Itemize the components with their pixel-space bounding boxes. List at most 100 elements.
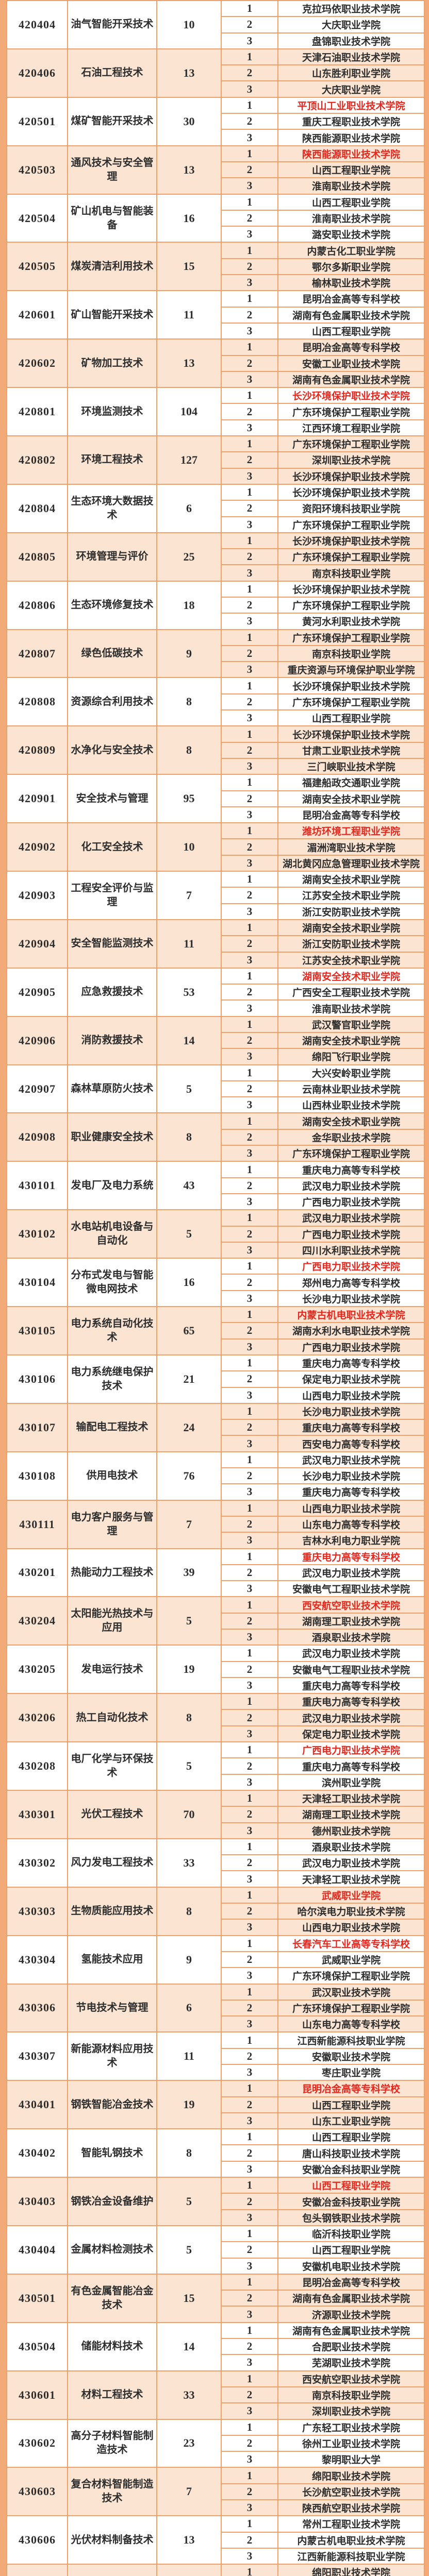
rank-cell: 2 — [221, 1757, 278, 1775]
major-code-cell: 430602 — [6, 2418, 68, 2468]
school-name-cell: 山西工程职业学院 — [277, 2096, 425, 2113]
school-count-cell: 6 — [156, 1983, 222, 2033]
school-row: 3 保定电力职业技术学院 — [7, 1725, 425, 1743]
rank-cell: 1 — [221, 532, 278, 550]
school-count-cell: 39 — [156, 1548, 222, 1598]
school-name-cell: 武汉电力职业技术学院 — [277, 1451, 425, 1469]
school-name-cell: 三门峡职业技术学院 — [277, 757, 425, 775]
major-code-cell: 430102 — [6, 1209, 68, 1259]
school-row: 2 唐山科技职业技术学院 — [7, 2144, 425, 2162]
school-name-cell: 重庆电力高等专科学校 — [277, 1483, 425, 1501]
major-code-cell: 430303 — [6, 1886, 68, 1936]
major-name-cell: 电力系统自动化技术 — [67, 1306, 157, 1355]
school-name-cell: 长沙环境保护职业技术学院 — [277, 387, 425, 404]
rank-cell: 1 — [221, 871, 278, 888]
school-name-cell: 昆明冶金高等专科学校 — [277, 290, 425, 308]
major-name-cell: 热能动力工程技术 — [67, 1548, 157, 1598]
school-row: 3 枣庄职业学院 — [7, 2063, 425, 2081]
school-name-cell: 大兴安岭职业学院 — [277, 1064, 425, 1081]
rank-cell: 2 — [221, 64, 278, 82]
school-row: 3 山西电力职业技术学院 — [7, 1386, 425, 1404]
major-name-cell: 光伏工程技术 — [67, 1789, 157, 1839]
school-row: 2 广西电力职业技术学院 — [7, 1225, 425, 1243]
school-name-cell: 昆明冶金高等专科学校 — [277, 2080, 425, 2097]
rank-cell: 1 — [221, 774, 278, 791]
school-name-cell: 山西电力职业技术学院 — [277, 1386, 425, 1404]
school-row: 430306 节电技术与管理 6 1 武汉职业技术学院 — [6, 1983, 425, 2033]
major-code-cell: 430606 — [6, 2515, 68, 2565]
major-code-cell: 430104 — [6, 1258, 68, 1308]
school-name-cell: 武汉电力职业技术学院 — [277, 1177, 425, 1194]
major-name-cell: 钢铁冶金设备维护 — [67, 2177, 157, 2226]
rank-cell: 3 — [221, 1193, 278, 1211]
school-name-cell: 山西工程职业学院 — [277, 2177, 425, 2194]
rank-cell: 1 — [221, 725, 278, 743]
rank-cell: 1 — [221, 2031, 278, 2049]
school-name-cell: 山西电力职业技术学院 — [277, 1499, 425, 1517]
rank-cell: 1 — [221, 2225, 278, 2243]
school-name-cell: 枣庄职业学院 — [277, 2063, 425, 2081]
school-name-cell: 广东环境保护工程职业学院 — [277, 1999, 425, 2017]
major-code-cell: 430401 — [6, 2080, 68, 2130]
major-code-cell: 420404 — [6, 0, 68, 49]
school-name-cell: 湄洲湾职业技术学院 — [277, 838, 425, 856]
school-row: 3 黄河水利职业技术学院 — [7, 613, 425, 630]
school-name-cell: 广西电力职业技术学院 — [277, 1193, 425, 1211]
school-row: 2 广东环境保护工程职业学院 — [7, 548, 425, 566]
school-name-cell: 长沙电力职业技术学院 — [277, 1402, 425, 1420]
school-row: 430102 水电站机电设备与自动化 5 1 武汉电力职业技术学院 — [6, 1209, 425, 1259]
school-count-cell: 7 — [156, 2467, 222, 2517]
rank-cell: 1 — [221, 96, 278, 114]
rank-cell: 2 — [221, 306, 278, 324]
rank-cell: 2 — [221, 403, 278, 420]
school-name-cell: 深圳职业技术学院 — [277, 451, 425, 469]
rank-cell: 3 — [221, 854, 278, 872]
school-name-cell: 长沙环境保护职业技术学院 — [277, 467, 425, 485]
major-name-cell: 热工自动化技术 — [67, 1693, 157, 1743]
school-name-cell: 广东轻工职业技术学院 — [277, 2418, 425, 2436]
school-name-cell: 武威职业学院 — [277, 1886, 425, 1904]
school-row: 2 安徽职业技术学院 — [7, 2047, 425, 2065]
major-name-cell: 电力客户服务与管理 — [67, 1499, 157, 1549]
school-count-cell: 5 — [156, 1596, 222, 1646]
school-row: 3 绵阳飞行职业学院 — [7, 1048, 425, 1065]
major-name-cell: 环境管理与评价 — [67, 532, 157, 582]
school-row: 430111 电力客户服务与管理 7 1 山西电力职业技术学院 — [6, 1499, 425, 1549]
rank-cell: 3 — [221, 419, 278, 437]
rank-cell: 1 — [221, 2564, 278, 2576]
school-row: 3 深圳职业技术学院 — [7, 2402, 425, 2420]
major-name-cell: 工程安全评价与监理 — [67, 871, 157, 920]
school-count-cell: 18 — [156, 580, 222, 630]
school-name-cell: 广东环境保护工程职业学院 — [277, 435, 425, 453]
major-name-cell: 绿色低碳技术 — [67, 629, 157, 679]
school-row: 430204 太阳能光热技术与应用 5 1 西安航空职业技术学院 — [6, 1596, 425, 1646]
major-name-cell: 智能轧钢技术 — [67, 2128, 157, 2178]
school-row: 430301 光伏工程技术 70 1 天津轻工职业技术学院 — [6, 1789, 425, 1839]
rank-cell: 3 — [221, 2354, 278, 2371]
school-row: 430201 热能动力工程技术 39 1 重庆电力高等专科学校 — [6, 1548, 425, 1598]
school-count-cell: 7 — [156, 1499, 222, 1549]
major-name-cell: 煤炭清洁利用技术 — [67, 242, 157, 292]
school-row: 2 南京科技职业学院 — [7, 2386, 425, 2404]
rank-cell: 2 — [221, 1322, 278, 1340]
rank-cell: 3 — [221, 1870, 278, 1888]
major-name-cell: 储能材料技术 — [67, 2321, 157, 2371]
major-code-cell: 430201 — [6, 1548, 68, 1598]
major-name-cell: 发电运行技术 — [67, 1645, 157, 1694]
school-row: 2 安徽电气工程职业技术学院 — [7, 1660, 425, 1678]
school-name-cell: 江西新能源科技职业学院 — [277, 2031, 425, 2049]
school-row: 2 湄洲湾职业技术学院 — [7, 838, 425, 856]
school-name-cell: 甘肃工业职业技术学院 — [277, 741, 425, 759]
major-name-cell: 供用电技术 — [67, 1451, 157, 1501]
school-name-cell: 广东环境保护工程职业学院 — [277, 516, 425, 533]
rank-cell: 2 — [221, 1128, 278, 1146]
school-name-cell: 武汉电力职业技术学院 — [277, 1709, 425, 1726]
rank-cell: 3 — [221, 80, 278, 98]
school-count-cell: 21 — [156, 1354, 222, 1404]
school-count-cell: 76 — [156, 1451, 222, 1501]
school-name-cell: 四川水利职业技术学院 — [277, 1241, 425, 1259]
major-name-cell: 金属材料检测技术 — [67, 2225, 157, 2275]
major-name-cell: 生物质能应用技术 — [67, 1886, 157, 1936]
rank-cell: 1 — [221, 1015, 278, 1033]
school-name-cell: 广西电力职业技术学院 — [277, 1258, 425, 1275]
